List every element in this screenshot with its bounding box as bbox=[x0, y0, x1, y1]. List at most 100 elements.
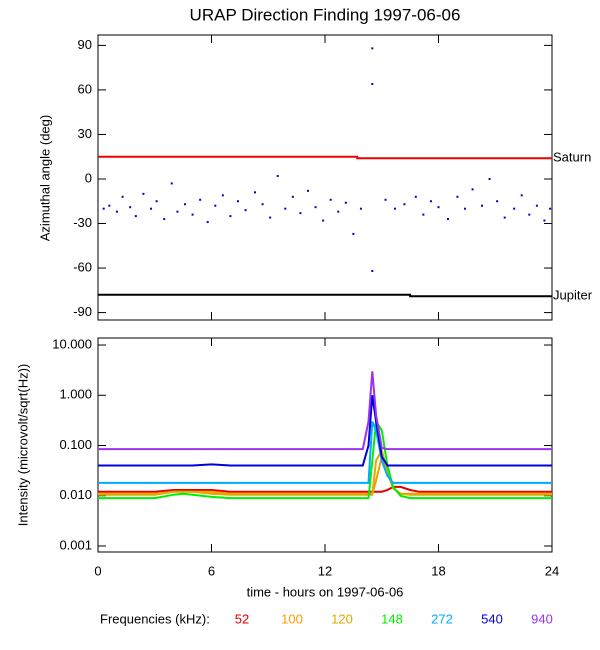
line bbox=[98, 447, 552, 496]
point bbox=[163, 218, 166, 221]
x-tick-label: 0 bbox=[94, 563, 101, 578]
plot-frame bbox=[97, 34, 553, 321]
point bbox=[236, 200, 239, 203]
line bbox=[98, 421, 552, 484]
point bbox=[244, 209, 247, 212]
point bbox=[199, 198, 202, 201]
point bbox=[284, 207, 287, 210]
y-tick-label: 0.100 bbox=[59, 437, 92, 452]
y-tick-label: -30 bbox=[73, 215, 92, 230]
y-tick-label: 1.000 bbox=[59, 387, 92, 402]
legend-entry: 540 bbox=[481, 611, 503, 626]
line bbox=[98, 155, 552, 160]
legend-entry: 272 bbox=[431, 611, 453, 626]
point bbox=[142, 192, 145, 195]
y-tick-label: 60 bbox=[78, 81, 92, 96]
point bbox=[429, 200, 432, 203]
y-tick-label: 0 bbox=[85, 170, 92, 185]
point bbox=[535, 204, 538, 207]
point bbox=[221, 194, 224, 197]
line bbox=[98, 395, 552, 467]
point bbox=[191, 213, 194, 216]
point bbox=[184, 203, 187, 206]
x-axis-label: time - hours on 1997-06-06 bbox=[247, 584, 404, 599]
line-label: Jupiter bbox=[553, 288, 593, 303]
point bbox=[437, 206, 440, 209]
legend-entry: 52 bbox=[235, 611, 249, 626]
point bbox=[414, 195, 417, 198]
point bbox=[393, 207, 396, 210]
point bbox=[121, 195, 124, 198]
y-axis-label: Azimuthal angle (deg) bbox=[37, 115, 52, 241]
point bbox=[214, 204, 217, 207]
point bbox=[481, 204, 484, 207]
point bbox=[496, 200, 499, 203]
point bbox=[269, 216, 272, 219]
point bbox=[352, 232, 355, 235]
point bbox=[229, 215, 232, 218]
chart-title: URAP Direction Finding 1997-06-06 bbox=[190, 5, 461, 24]
point bbox=[176, 210, 179, 213]
point bbox=[291, 195, 294, 198]
point bbox=[549, 207, 552, 210]
y-tick-label: 0.010 bbox=[59, 487, 92, 502]
x-tick-label: 6 bbox=[208, 563, 215, 578]
point bbox=[384, 198, 387, 201]
legend-entry: 148 bbox=[381, 611, 403, 626]
point bbox=[276, 175, 279, 178]
line bbox=[98, 418, 552, 500]
point bbox=[102, 207, 105, 210]
point bbox=[170, 182, 173, 185]
legend-entry: 120 bbox=[331, 611, 353, 626]
line-label: Saturn bbox=[553, 150, 591, 165]
legend-entry: 100 bbox=[281, 611, 303, 626]
x-tick-label: 12 bbox=[318, 563, 332, 578]
y-axis-label: Intensity (microvolt/sqrt(Hz)) bbox=[15, 364, 30, 527]
legend-title: Frequencies (kHz): bbox=[100, 611, 210, 626]
point bbox=[463, 207, 466, 210]
point bbox=[371, 270, 374, 273]
y-tick-label: 90 bbox=[78, 37, 92, 52]
point bbox=[299, 212, 302, 215]
y-tick-label: 30 bbox=[78, 126, 92, 141]
point bbox=[503, 216, 506, 219]
point bbox=[446, 218, 449, 221]
point bbox=[371, 82, 374, 85]
point bbox=[149, 207, 152, 210]
point bbox=[359, 207, 362, 210]
point bbox=[314, 206, 317, 209]
point bbox=[206, 221, 209, 224]
point bbox=[344, 201, 347, 204]
y-tick-label: 10.000 bbox=[52, 336, 92, 351]
point bbox=[513, 207, 516, 210]
point bbox=[108, 204, 111, 207]
point bbox=[422, 213, 425, 216]
point bbox=[403, 203, 406, 206]
line bbox=[98, 453, 552, 495]
point bbox=[134, 215, 137, 218]
point bbox=[254, 191, 257, 194]
point bbox=[456, 195, 459, 198]
point bbox=[528, 213, 531, 216]
line bbox=[98, 293, 552, 298]
y-tick-label: -60 bbox=[73, 259, 92, 274]
point bbox=[329, 198, 332, 201]
point bbox=[520, 194, 523, 197]
point bbox=[337, 210, 340, 213]
point bbox=[371, 47, 374, 50]
y-tick-label: 0.001 bbox=[59, 537, 92, 552]
x-tick-label: 18 bbox=[431, 563, 445, 578]
line bbox=[98, 485, 552, 493]
point bbox=[155, 200, 158, 203]
point bbox=[261, 203, 264, 206]
point bbox=[488, 177, 491, 180]
line bbox=[98, 371, 552, 451]
plot-frame bbox=[97, 337, 553, 553]
point bbox=[471, 188, 474, 191]
legend-entry: 940 bbox=[531, 611, 553, 626]
point bbox=[306, 189, 309, 192]
y-tick-label: -90 bbox=[73, 304, 92, 319]
point bbox=[129, 206, 132, 209]
point bbox=[543, 219, 546, 222]
